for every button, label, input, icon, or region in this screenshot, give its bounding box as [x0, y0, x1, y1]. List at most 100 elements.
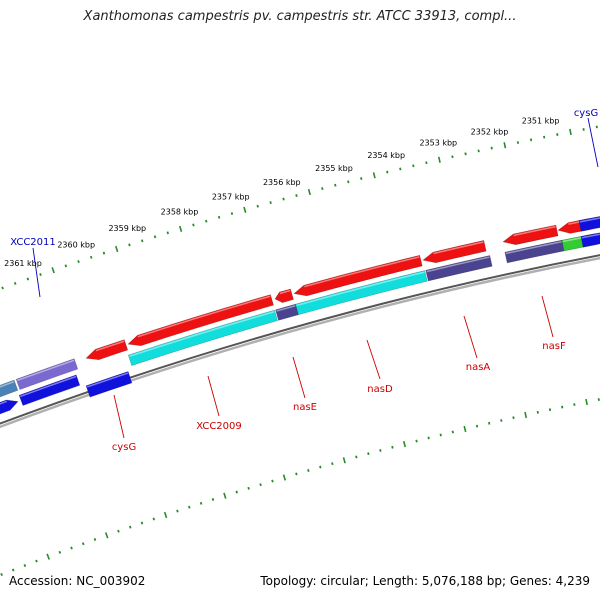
gene-feature-highlight [16, 359, 75, 382]
inner-ring-minor-tick [536, 410, 539, 414]
outer-ring-major-tick [115, 245, 119, 253]
gene-label[interactable]: XCC2011 [10, 237, 56, 248]
gene-features [0, 216, 600, 417]
gene-feature[interactable] [502, 224, 559, 246]
gene-feature[interactable] [127, 294, 274, 347]
outer-ring-minor-tick [140, 239, 144, 243]
outer-ring-minor-tick [399, 167, 402, 171]
gene-feature-highlight [433, 241, 484, 255]
inner-ring-minor-tick [475, 424, 479, 428]
gene-feature[interactable] [85, 371, 133, 398]
gene-label[interactable]: nasF [542, 341, 566, 352]
gene-feature-highlight [513, 225, 556, 237]
inner-ring-major-tick [463, 425, 467, 433]
kbp-label: 2359 kbp [108, 224, 146, 233]
inner-ring-minor-tick [23, 564, 27, 567]
gene-feature[interactable] [504, 239, 565, 264]
inner-ring-minor-tick [211, 498, 215, 501]
outer-ring-minor-tick [1, 286, 4, 290]
outer-ring-minor-tick [269, 201, 272, 205]
inner-ring-minor-tick [140, 521, 144, 525]
gene-feature[interactable] [274, 288, 294, 303]
outer-ring-minor-tick [412, 164, 415, 168]
inner-ring-minor-tick [81, 542, 85, 546]
inner-ring-minor-tick [295, 472, 298, 476]
inner-ring-minor-tick [0, 572, 3, 576]
kbp-label: 2361 kbp [4, 259, 42, 268]
outer-ring-minor-tick [295, 194, 298, 197]
outer-ring-minor-tick [347, 180, 350, 184]
gene-feature[interactable] [15, 358, 79, 391]
inner-ring-minor-tick [379, 449, 382, 452]
gene-feature[interactable] [422, 240, 487, 264]
outer-ring-minor-tick [192, 223, 195, 227]
outer-ring-major-tick [437, 156, 441, 163]
inner-ring-major-tick [223, 492, 227, 499]
gene-label[interactable]: nasA [466, 362, 491, 373]
accession-text: Accession: NC_003902 [9, 574, 146, 588]
outer-ring-minor-tick [13, 281, 17, 285]
gene-leader-line [541, 295, 554, 338]
kbp-label: 2357 kbp [212, 193, 250, 202]
gene-label[interactable]: nasD [367, 384, 393, 395]
inner-ring-minor-tick [367, 452, 370, 456]
gene-feature-highlight [86, 372, 129, 388]
outer-ring-minor-tick [102, 251, 106, 255]
gene-feature[interactable] [295, 270, 428, 316]
outer-ring-major-tick [372, 172, 376, 179]
gene-feature-highlight [137, 295, 271, 338]
gene-feature-highlight [19, 375, 77, 398]
scale-ticks [0, 125, 600, 576]
inner-ring-major-tick [342, 457, 346, 464]
inner-ring-minor-tick [117, 529, 120, 533]
inner-ring-minor-tick [500, 419, 503, 422]
outer-ring-minor-tick [529, 138, 533, 142]
inner-ring-minor-tick [307, 469, 310, 472]
gene-labels: cysG XCC2009 nasE nasD nasA nasF XCC2011 cysG [10, 108, 599, 453]
gene-label[interactable]: XCC2009 [196, 421, 242, 432]
inner-ring-major-tick [585, 398, 588, 406]
outer-ring-minor-tick [89, 255, 93, 259]
outer-ring-minor-tick [230, 212, 234, 216]
gene-feature[interactable] [425, 255, 493, 282]
gene-feature[interactable] [293, 254, 423, 297]
gene-feature[interactable] [0, 379, 19, 400]
gene-feature[interactable] [0, 399, 19, 417]
gene-feature[interactable] [275, 303, 299, 321]
outer-ring-minor-tick [77, 260, 80, 264]
gene-feature[interactable] [127, 309, 278, 366]
inner-ring-minor-tick [548, 408, 552, 412]
kbp-label: 2356 kbp [263, 178, 301, 187]
gene-feature-highlight [276, 305, 296, 312]
inner-ring-minor-tick [415, 439, 418, 443]
gene-feature[interactable] [85, 339, 129, 361]
gene-feature-highlight [579, 217, 600, 223]
gene-feature[interactable] [580, 232, 600, 248]
map-title: Xanthomonas campestris pv. campestris st… [83, 9, 517, 24]
inner-ring-minor-tick [561, 405, 564, 409]
outer-ring-minor-tick [386, 170, 389, 174]
inner-ring-major-tick [46, 553, 50, 560]
outer-ring-minor-tick [26, 277, 30, 281]
inner-ring-minor-tick [271, 479, 274, 483]
gene-feature[interactable] [578, 216, 600, 232]
kbp-labels: 2351 kbp 2352 kbp 2353 kbp 2354 kbp 2355 kbp… [4, 117, 559, 268]
outer-ring-minor-tick [39, 273, 42, 277]
gene-leader-line [32, 247, 41, 298]
inner-ring-major-tick [104, 532, 109, 539]
gene-label[interactable]: cysG [574, 108, 598, 119]
inner-ring-minor-tick [199, 501, 203, 505]
inner-ring-minor-tick [451, 430, 454, 434]
outer-ring-minor-tick [166, 231, 170, 235]
inner-ring-minor-tick [11, 568, 15, 572]
outer-ring-minor-tick [477, 149, 480, 153]
inner-ring-minor-tick [247, 486, 250, 490]
gene-label[interactable]: cysG [112, 442, 136, 453]
inner-ring-minor-tick [355, 455, 358, 459]
gene-feature-highlight [129, 311, 275, 358]
gene-feature[interactable] [18, 374, 81, 406]
gene-feature-highlight [296, 271, 425, 307]
gene-label[interactable]: nasE [293, 402, 317, 413]
outer-ring-minor-tick [425, 161, 428, 165]
